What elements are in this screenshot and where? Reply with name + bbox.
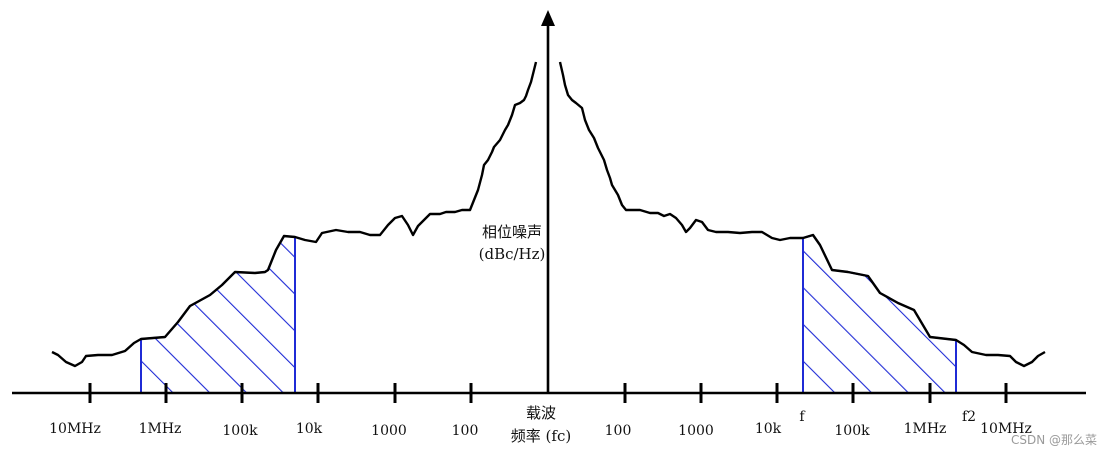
tick-label-left-1000: 1000 <box>371 423 407 439</box>
tick-label-left-10mhz: 10MHz <box>49 421 101 437</box>
tick-label-left-10k: 10k <box>296 421 323 437</box>
tick-label-right-100k: 100k <box>834 423 870 439</box>
tick-label-right-f: f <box>799 409 806 425</box>
tick-label-right-10mhz: 10MHz <box>980 421 1032 437</box>
tick-label-right-1000: 1000 <box>678 423 714 439</box>
tick-label-right-10k: 10k <box>755 421 782 437</box>
right-phase-noise-curve <box>558 61 1046 368</box>
watermark: CSDN @那么菜 <box>1011 433 1097 447</box>
tick-label-left-100k: 100k <box>222 423 258 439</box>
tick-label-right-100: 100 <box>605 423 632 439</box>
tick-label-right-f2: f2 <box>962 409 976 425</box>
carrier-frequency-label: 频率 (fc) <box>511 427 571 445</box>
x-axis-ticks <box>88 383 1008 403</box>
y-axis-label: 相位噪声 <box>482 223 542 241</box>
tick-label-left-1mhz: 1MHz <box>139 421 182 437</box>
y-axis-unit: (dBc/Hz) <box>479 245 546 263</box>
left-phase-noise-curve <box>51 61 538 368</box>
y-axis-arrow <box>541 10 555 26</box>
carrier-label: 载波 <box>526 404 556 422</box>
tick-label-left-100: 100 <box>452 423 479 439</box>
tick-label-right-1mhz: 1MHz <box>904 421 947 437</box>
